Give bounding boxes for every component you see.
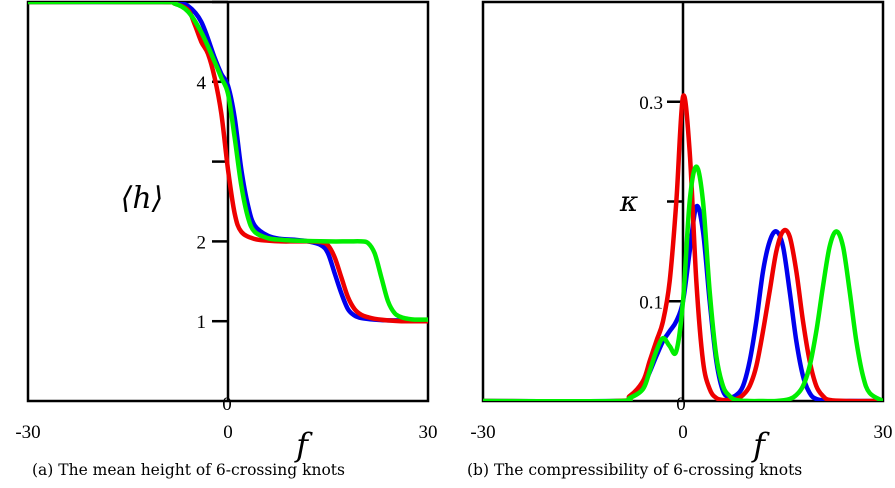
y-tick-label: 0.1 (639, 292, 663, 313)
series-line-3 (483, 164, 883, 401)
y-tick-label: 2 (197, 232, 207, 253)
y-tick-label: 1 (197, 312, 207, 333)
x-tick-label: -30 (470, 422, 495, 443)
panel-b: 0.1 0.3 -30 0 30 0 κ f (470, 0, 893, 464)
panel-a: 1 2 4 -30 0 30 0 ⟨h⟩ f (15, 0, 438, 464)
y-tick-label: 0.3 (639, 93, 663, 114)
origin-label: 0 (222, 394, 232, 415)
x-tick-label: -30 (15, 422, 40, 443)
x-tick-label: 30 (874, 422, 893, 443)
y-axis-label: ⟨h⟩ (121, 181, 164, 216)
caption-panel-b: (b) The compressibility of 6-crossing kn… (467, 461, 803, 479)
x-axis-label: f (294, 426, 313, 464)
x-tick-label: 30 (419, 422, 438, 443)
series-line-3 (28, 2, 428, 322)
y-tick-label: 4 (197, 73, 207, 94)
caption-panel-a: (a) The mean height of 6-crossing knots (32, 461, 345, 479)
x-tick-label: 0 (678, 422, 688, 443)
origin-label: 0 (676, 394, 686, 415)
x-axis-label: f (751, 426, 770, 464)
series-line-2 (483, 93, 883, 401)
x-tick-label: 0 (223, 422, 233, 443)
y-axis-label: κ (619, 185, 638, 218)
